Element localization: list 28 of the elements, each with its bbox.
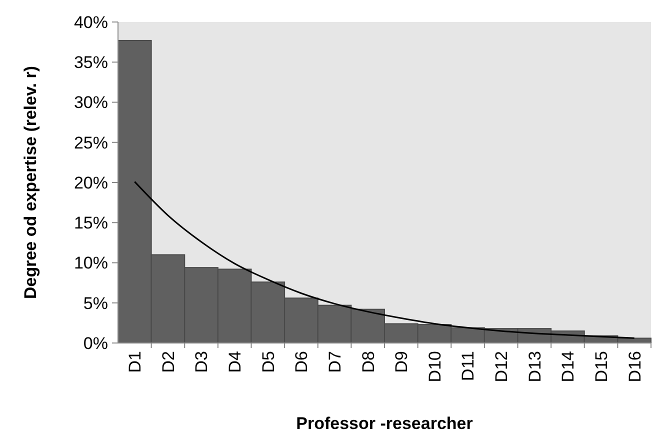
y-axis-title: Degree od expertise (relev. r) xyxy=(21,66,40,300)
x-tick-label: D8 xyxy=(358,351,378,373)
y-tick-label: 25% xyxy=(74,133,108,152)
x-tick-label: D10 xyxy=(425,351,444,382)
x-tick-label: D7 xyxy=(325,351,344,373)
y-tick-label: 0% xyxy=(83,334,108,353)
x-tick-label: D16 xyxy=(625,351,644,382)
x-tick-label: D3 xyxy=(192,351,212,373)
y-tick-label: 40% xyxy=(74,12,108,32)
y-tick-label: 20% xyxy=(74,173,108,192)
x-tick-label: D9 xyxy=(392,351,412,373)
x-axis-title: Professor -researcher xyxy=(296,414,474,433)
y-tick-label: 10% xyxy=(74,254,108,273)
x-tick-label: D15 xyxy=(592,351,611,382)
x-tick-label: D6 xyxy=(292,351,312,373)
x-tick-label: D4 xyxy=(226,351,245,373)
x-tick-label: D5 xyxy=(258,351,278,373)
line-series xyxy=(134,180,636,339)
x-tick-label: D11 xyxy=(458,351,478,381)
x-tick-label: D1 xyxy=(126,351,145,373)
x-tick-label: D12 xyxy=(492,351,512,382)
x-tick-label: D14 xyxy=(558,351,578,382)
x-tick-label: D13 xyxy=(525,351,544,382)
y-tick-label: 30% xyxy=(74,93,108,112)
y-tick-label: 35% xyxy=(74,53,108,72)
y-tick-label: 15% xyxy=(74,214,108,233)
x-tick-label: D2 xyxy=(158,351,178,373)
y-tick-label: 5% xyxy=(83,294,108,313)
